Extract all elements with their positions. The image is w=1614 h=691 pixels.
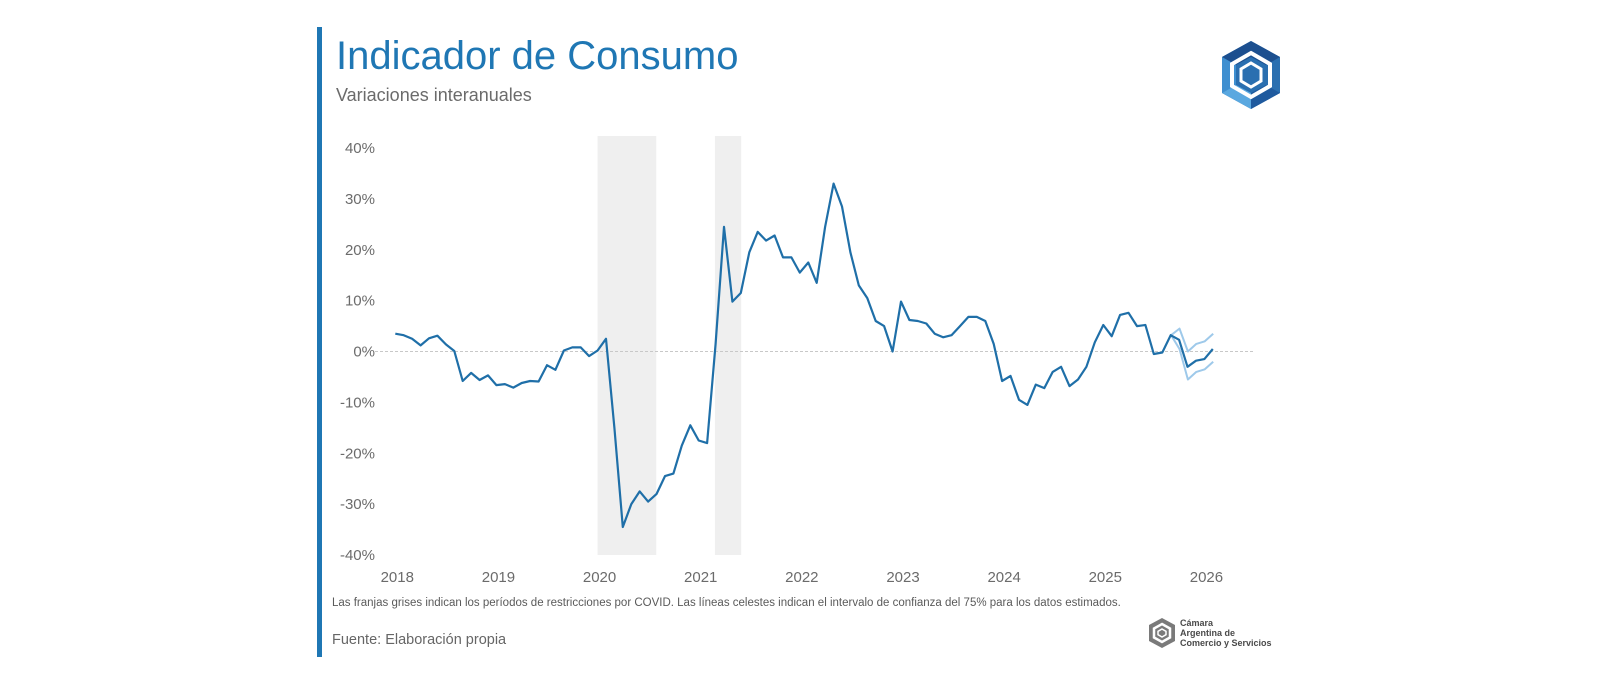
y-tick-label: -20% [340, 445, 375, 462]
footer-logo-line-3: Comercio y Servicios [1180, 638, 1272, 648]
footer-logo-line-1: Cámara [1180, 618, 1214, 628]
y-tick-label: 40% [345, 140, 375, 157]
y-tick-label: -40% [340, 547, 375, 564]
y-tick-label: 20% [345, 242, 375, 259]
footer-logo-text: Cámara Argentina de Comercio y Servicios [1180, 618, 1272, 648]
footer-logo-line-2: Argentina de [1180, 628, 1236, 638]
y-tick-label: -30% [340, 496, 375, 513]
cac-logo-icon [1220, 39, 1282, 116]
y-tick-label: -10% [340, 394, 375, 411]
footer-logo-icon [1149, 618, 1175, 648]
x-tick-label: 2026 [1190, 569, 1223, 586]
y-tick-label: 10% [345, 293, 375, 310]
page-title: Indicador de Consumo [336, 34, 739, 78]
covid-shade-2 [714, 136, 742, 555]
x-tick-label: 2025 [1089, 569, 1122, 586]
x-tick-label: 2024 [987, 569, 1020, 586]
y-tick-label: 30% [345, 191, 375, 208]
footer-logo: Cámara Argentina de Comercio y Servicios [1148, 617, 1272, 649]
accent-bar [317, 27, 322, 657]
page-subtitle: Variaciones interanuales [336, 85, 532, 105]
confidence-band-lower [1170, 334, 1214, 381]
x-tick-label: 2021 [684, 569, 717, 586]
x-tick-label: 2020 [583, 569, 616, 586]
x-tick-label: 2023 [886, 569, 919, 586]
confidence-band-upper [1170, 327, 1214, 353]
chart-footnote: Las franjas grises indican los períodos … [332, 597, 1121, 609]
source-text: Fuente: Elaboración propia [332, 632, 507, 648]
y-tick-label: 0% [353, 344, 375, 361]
x-tick-label: 2022 [785, 569, 818, 586]
x-tick-label: 2018 [381, 569, 414, 586]
series-line-consumo [395, 182, 1214, 529]
x-tick-label: 2019 [482, 569, 515, 586]
